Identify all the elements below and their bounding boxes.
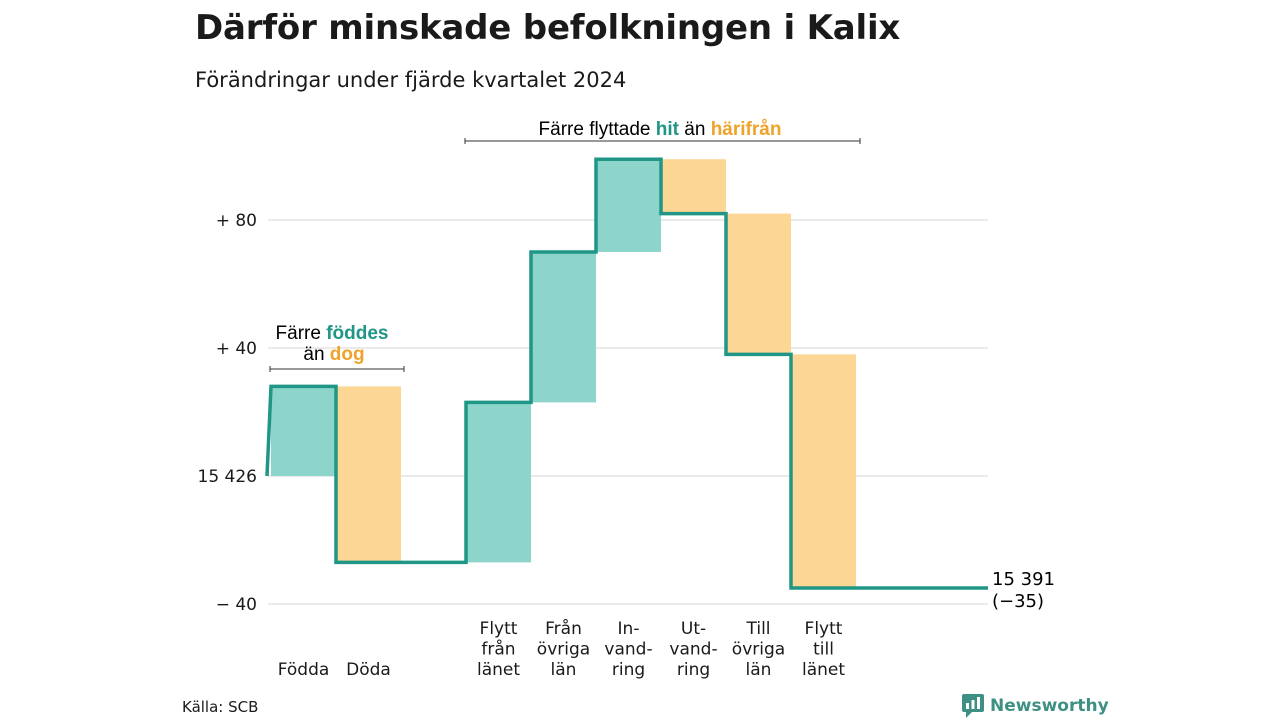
- y-tick-label: − 40: [216, 595, 257, 615]
- births-annotation-line2: än dog: [303, 344, 364, 365]
- end-label: 15 391 (−35): [992, 569, 1055, 612]
- x-tick-label: Flytt från länet: [477, 619, 520, 680]
- x-axis-labels: Födda Döda Flytt från länet Från övriga län In-v…: [278, 618, 846, 680]
- inflow-bar: [271, 386, 336, 476]
- x-tick-label: Ut-vand-ring: [669, 619, 717, 680]
- x-tick-label: Flytt till länet: [802, 619, 845, 680]
- inflow-bar: [531, 252, 596, 403]
- outflow-bar: [336, 386, 401, 563]
- brand-name: Newsworthy: [990, 696, 1109, 716]
- migration-annotation: Färre flyttade hit än härifrån: [539, 119, 782, 140]
- end-value-label: 15 391: [992, 569, 1055, 590]
- y-axis-ticks: + 80 + 40 15 426 − 40: [198, 211, 257, 615]
- x-tick-label: Till övriga län: [732, 619, 785, 680]
- source-note: Källa: SCB: [182, 698, 259, 716]
- outflow-bar: [661, 159, 726, 214]
- chart-title: Därför minskade befolkningen i Kalix: [195, 8, 901, 48]
- bars: [271, 159, 856, 588]
- x-tick-label: Från övriga län: [537, 618, 590, 680]
- x-tick-label: In-vand-ring: [604, 619, 652, 680]
- births-annotation-line1: Färre föddes: [276, 323, 389, 344]
- y-tick-label: 15 426: [198, 467, 257, 487]
- y-tick-label: + 40: [216, 339, 257, 359]
- inflow-bar: [466, 402, 531, 563]
- inflow-bar: [596, 159, 661, 252]
- end-change-label: (−35): [992, 591, 1044, 612]
- y-tick-label: + 80: [216, 211, 257, 231]
- x-tick-label: Födda: [278, 660, 330, 680]
- x-tick-label: Döda: [346, 660, 391, 680]
- chart-subtitle: Förändringar under fjärde kvartalet 2024: [195, 68, 627, 92]
- outflow-bar: [791, 354, 856, 588]
- running-total-line: [265, 157, 988, 590]
- newsworthy-logo-icon: [962, 694, 984, 718]
- annotations: Färre föddes än dog Färre flyttade hit ä…: [269, 119, 861, 372]
- brand-logo: Newsworthy: [962, 694, 1109, 718]
- outflow-bar: [726, 213, 791, 355]
